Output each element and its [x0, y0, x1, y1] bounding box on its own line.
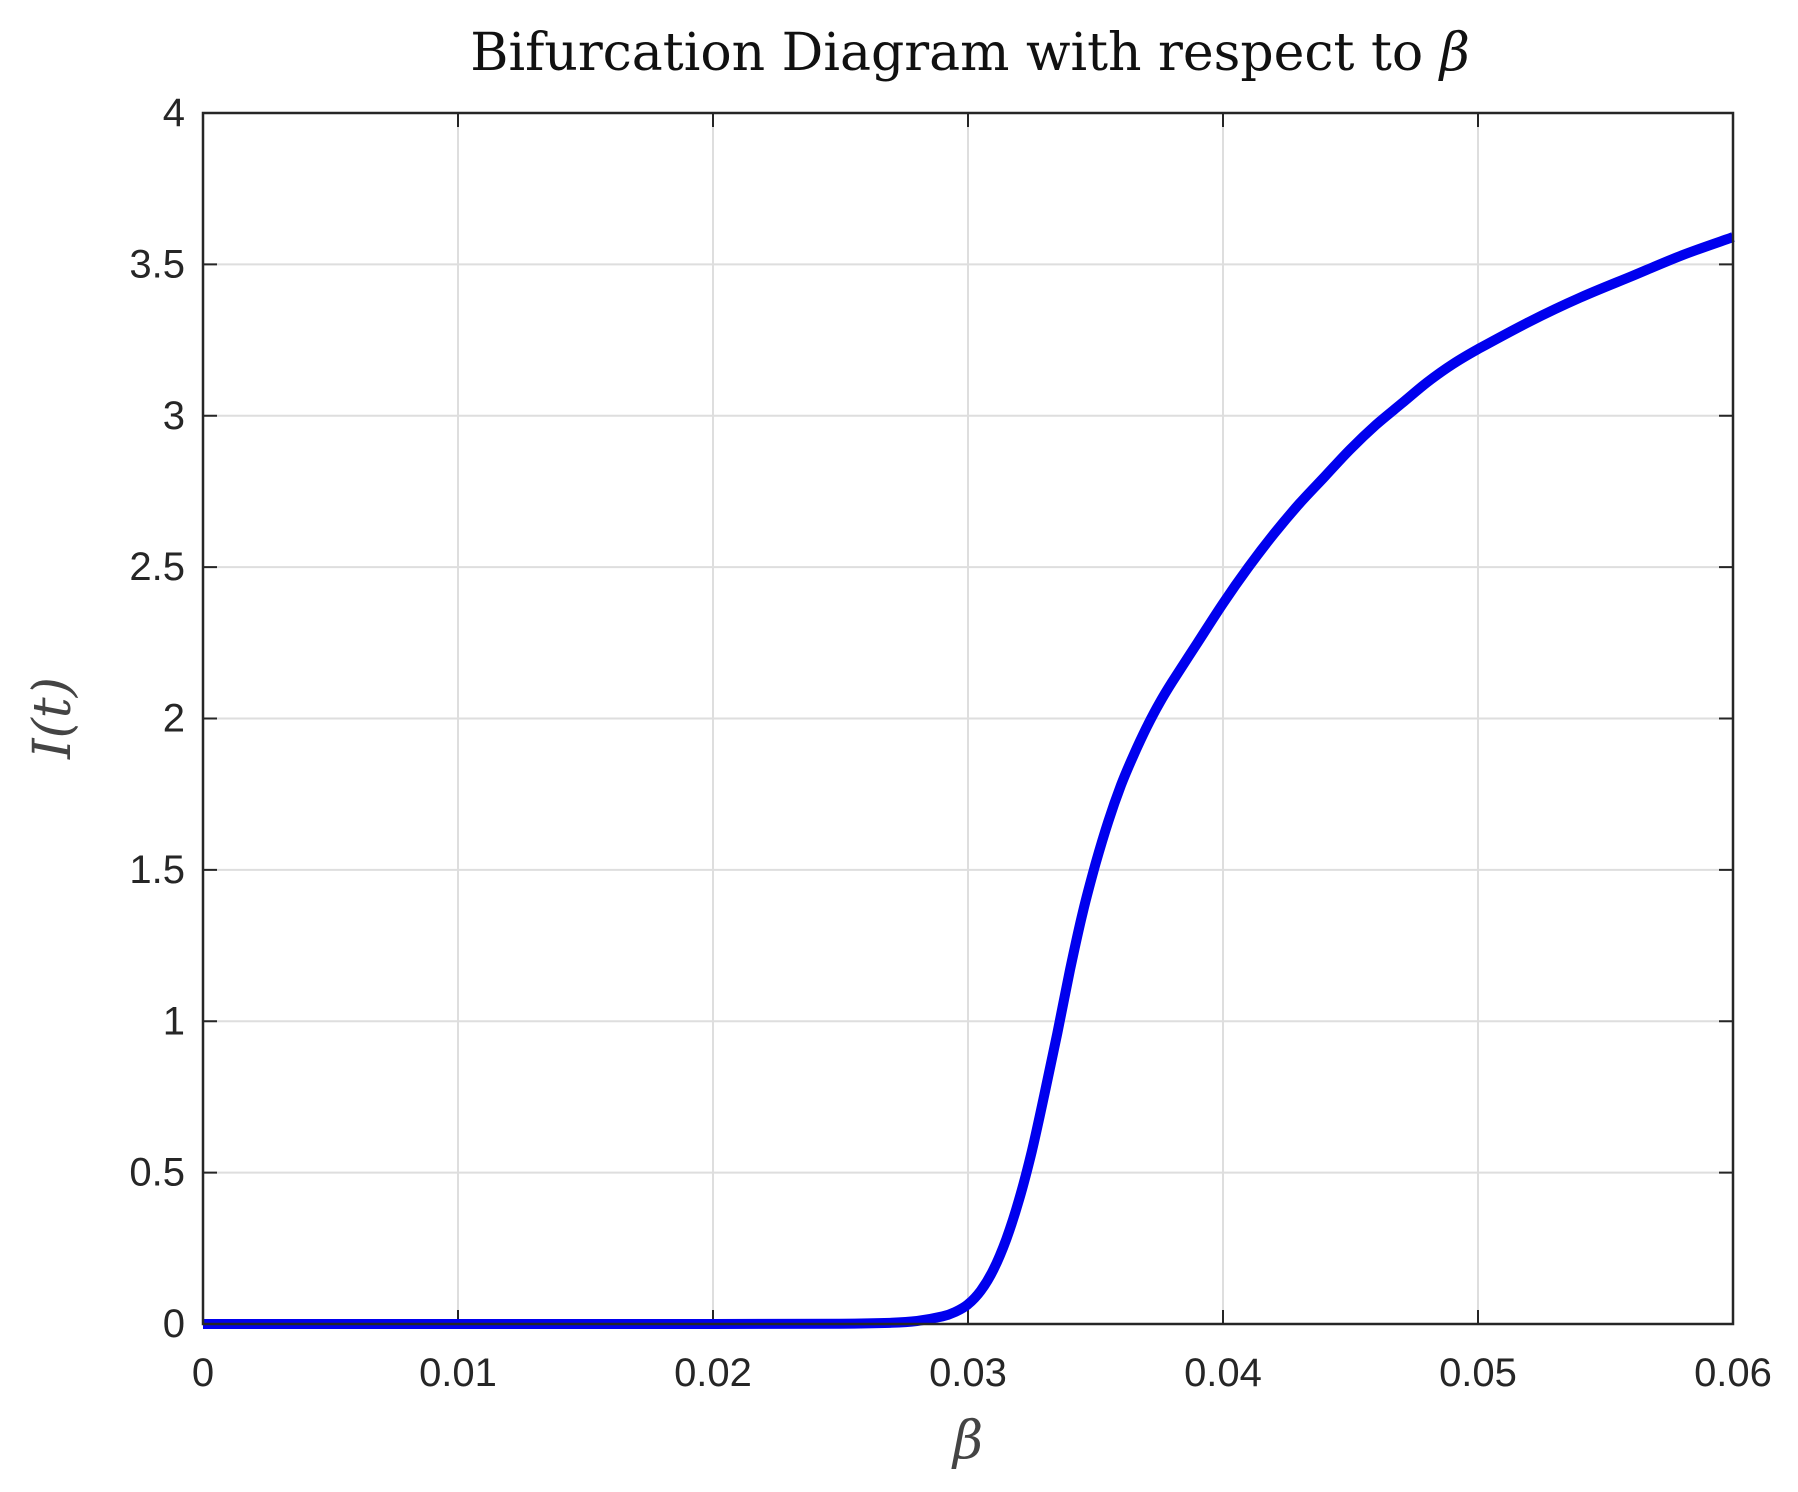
y-tick-label: 1.5	[129, 848, 185, 892]
x-tick-label: 0	[192, 1351, 214, 1395]
y-tick-label: 0.5	[129, 1151, 185, 1195]
grid-lines	[202, 112, 1734, 1325]
x-axis-label: β	[951, 1411, 983, 1471]
chart-title: Bifurcation Diagram with respect to β	[470, 23, 1470, 83]
y-tick-label: 4	[163, 91, 185, 135]
chart-title-symbol: β	[1438, 23, 1470, 83]
y-tick-label: 3	[163, 394, 185, 438]
y-tick-label: 0	[163, 1302, 185, 1346]
y-tick-label: 3.5	[129, 242, 185, 286]
x-tick-labels: 0 0.01 0.02 0.03 0.04 0.05 0.06	[192, 1351, 1772, 1395]
plot-frame	[201, 111, 1735, 1326]
y-axis-label: I(t)	[23, 677, 83, 760]
y-tick-label: 2.5	[129, 545, 185, 589]
chart-title-text: Bifurcation Diagram with respect to	[470, 23, 1439, 83]
y-tick-labels: 0 0.5 1 1.5 2 2.5 3 3.5 4	[129, 91, 185, 1346]
x-tick-label: 0.06	[1694, 1351, 1772, 1395]
y-tick-label: 1	[163, 999, 185, 1043]
x-tick-label: 0.02	[674, 1351, 752, 1395]
x-tick-label: 0.03	[929, 1351, 1007, 1395]
x-tick-label: 0.01	[419, 1351, 497, 1395]
x-tick-label: 0.04	[1184, 1351, 1262, 1395]
x-tick-label: 0.05	[1439, 1351, 1517, 1395]
y-tick-label: 2	[163, 697, 185, 741]
